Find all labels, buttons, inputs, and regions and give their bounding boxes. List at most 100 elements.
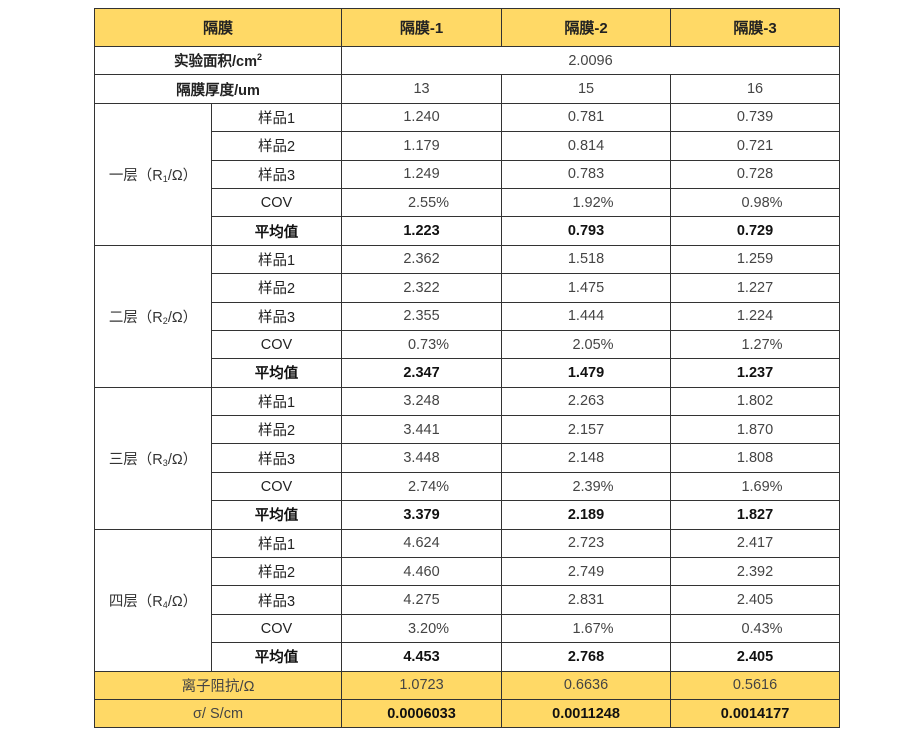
- area-value: 2.0096: [341, 45, 841, 76]
- conductivity-value: 0.0014177: [670, 698, 841, 729]
- table-row: 平均值 1.223 0.793 0.729: [95, 216, 841, 246]
- sample-value: 0.721: [670, 131, 841, 161]
- sample-value: 2.392: [670, 557, 841, 587]
- thickness-value: 16: [670, 74, 841, 104]
- row-label: 样品1: [210, 386, 343, 417]
- thickness-row: 隔膜厚度/um 13 15 16: [93, 74, 841, 104]
- average-value: 2.405: [670, 642, 841, 672]
- cov-value: 2.05%: [501, 329, 672, 360]
- table-row: COV 2.55% 1.92% 0.98%: [95, 187, 841, 218]
- layer-label-suffix: /Ω）: [167, 309, 198, 326]
- layer-label-prefix: 一层（R: [108, 167, 163, 184]
- table-row: COV 3.20% 1.67% 0.43%: [95, 613, 841, 644]
- layer-group-label: 四层（R4/Ω）: [94, 528, 212, 672]
- row-label: COV: [210, 613, 343, 644]
- sample-value: 0.739: [670, 102, 841, 133]
- sample-value: 2.322: [341, 273, 503, 303]
- layer-label-suffix: /Ω）: [167, 167, 198, 184]
- table-row: 平均值 3.379 2.189 1.827: [95, 500, 841, 530]
- table-row: 样品2 3.441 2.157 1.870: [95, 415, 841, 445]
- row-label: 样品3: [210, 443, 343, 473]
- row-label: COV: [210, 187, 343, 218]
- table-row: 四层（R4/Ω） 样品1 4.624 2.723 2.417: [94, 528, 841, 672]
- thickness-value: 15: [501, 74, 672, 104]
- header-label: 隔膜: [93, 8, 343, 47]
- cov-value: 3.20%: [341, 613, 503, 644]
- average-value: 4.453: [341, 642, 503, 672]
- sample-value: 4.275: [341, 585, 503, 615]
- sample-value: 0.728: [670, 159, 841, 189]
- cov-value: 0.43%: [670, 613, 841, 644]
- sample-value: 3.248: [341, 386, 503, 417]
- sample-value: 1.475: [501, 273, 672, 303]
- table-row: 样品2 2.322 1.475 1.227: [95, 273, 841, 303]
- row-label: 样品2: [210, 557, 343, 587]
- table-row: 一层（R1/Ω） 样品1 1.240 0.781 0.739: [94, 102, 841, 246]
- average-value: 1.237: [670, 358, 841, 388]
- layer-label-sub: 4: [162, 599, 168, 610]
- row-label: 平均值: [210, 642, 343, 672]
- row-label: 样品3: [210, 301, 343, 331]
- cov-value: 0.98%: [670, 187, 841, 218]
- sample-value: 1.518: [501, 244, 672, 275]
- sample-value: 2.417: [670, 528, 841, 559]
- sample-value: 1.249: [341, 159, 503, 189]
- sample-value: 1.444: [501, 301, 672, 331]
- sample-value: 2.148: [501, 443, 672, 473]
- sample-value: 1.259: [670, 244, 841, 275]
- row-label: 样品3: [210, 159, 343, 189]
- row-label: 样品2: [210, 415, 343, 445]
- sample-value: 2.831: [501, 585, 672, 615]
- cov-value: 2.55%: [341, 187, 503, 218]
- sample-value: 1.808: [670, 443, 841, 473]
- average-value: 2.347: [341, 358, 503, 388]
- sample-value: 2.405: [670, 585, 841, 615]
- table-row: 样品3 2.355 1.444 1.224: [95, 301, 841, 331]
- cov-value: 0.73%: [341, 329, 503, 360]
- sample-value: 2.355: [341, 301, 503, 331]
- sample-value: 1.802: [670, 386, 841, 417]
- row-label: 样品2: [210, 273, 343, 303]
- separator-resistance-table: 隔膜 隔膜-1 隔膜-2 隔膜-3 实验面积/cm2 2.0096 隔膜厚度/u…: [93, 8, 841, 729]
- average-value: 3.379: [341, 500, 503, 530]
- layer-label-sub: 2: [162, 315, 168, 326]
- ion-resistance-value: 0.5616: [670, 670, 841, 700]
- row-label: COV: [210, 329, 343, 360]
- average-value: 2.189: [501, 500, 672, 530]
- layer-label-prefix: 四层（R: [108, 593, 163, 610]
- conductivity-label: σ/ S/cm: [93, 698, 343, 729]
- row-label: 样品2: [210, 131, 343, 161]
- layer-label-prefix: 二层（R: [108, 309, 163, 326]
- layer-label-sub: 1: [162, 173, 168, 184]
- average-value: 2.768: [501, 642, 672, 672]
- cov-value: 2.74%: [341, 471, 503, 502]
- cov-value: 1.92%: [501, 187, 672, 218]
- average-value: 1.479: [501, 358, 672, 388]
- layer-label-suffix: /Ω）: [167, 593, 198, 610]
- average-value: 0.729: [670, 216, 841, 246]
- sample-value: 2.723: [501, 528, 672, 559]
- cov-value: 1.67%: [501, 613, 672, 644]
- conductivity-value: 0.0006033: [341, 698, 503, 729]
- row-label: 平均值: [210, 500, 343, 530]
- row-label: 平均值: [210, 358, 343, 388]
- cov-value: 1.69%: [670, 471, 841, 502]
- table-row: 样品2 1.179 0.814 0.721: [95, 131, 841, 161]
- sample-value: 1.870: [670, 415, 841, 445]
- cov-value: 1.27%: [670, 329, 841, 360]
- sample-value: 2.749: [501, 557, 672, 587]
- table-row: COV 0.73% 2.05% 1.27%: [95, 329, 841, 360]
- sample-value: 1.224: [670, 301, 841, 331]
- ion-resistance-value: 1.0723: [341, 670, 503, 700]
- sample-value: 1.227: [670, 273, 841, 303]
- sample-value: 4.460: [341, 557, 503, 587]
- ion-resistance-row: 离子阻抗/Ω 1.0723 0.6636 0.5616: [93, 670, 841, 700]
- row-label: 样品1: [210, 528, 343, 559]
- average-value: 1.223: [341, 216, 503, 246]
- table-row: 样品3 4.275 2.831 2.405: [95, 585, 841, 615]
- sample-value: 4.624: [341, 528, 503, 559]
- average-value: 0.793: [501, 216, 672, 246]
- row-label: 样品1: [210, 244, 343, 275]
- ion-resistance-label: 离子阻抗/Ω: [93, 670, 343, 700]
- sample-value: 0.783: [501, 159, 672, 189]
